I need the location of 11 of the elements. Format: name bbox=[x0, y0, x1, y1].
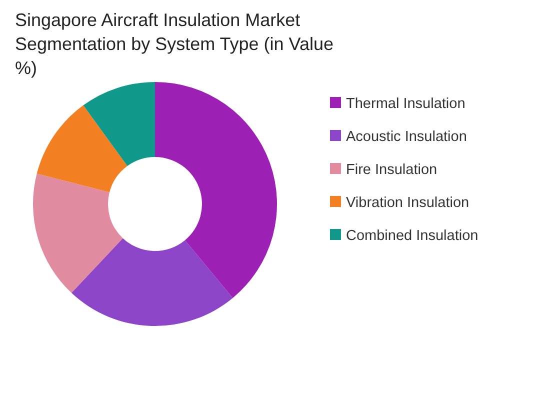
donut-slice bbox=[71, 238, 233, 326]
legend-label: Fire Insulation bbox=[346, 162, 438, 178]
donut-slice bbox=[33, 174, 123, 293]
donut-slice bbox=[155, 82, 277, 298]
legend-label: Acoustic Insulation bbox=[346, 129, 467, 146]
chart-title: Singapore Aircraft Insulation Market Segmentation by System Type (in Value %) bbox=[15, 10, 334, 78]
legend-label: Thermal Insulation bbox=[346, 96, 466, 112]
legend-label: Vibration Insulation bbox=[346, 195, 470, 212]
legend-label: Combined Insulation bbox=[346, 228, 478, 244]
donut-slice bbox=[36, 105, 128, 192]
donut-slice bbox=[83, 82, 155, 166]
